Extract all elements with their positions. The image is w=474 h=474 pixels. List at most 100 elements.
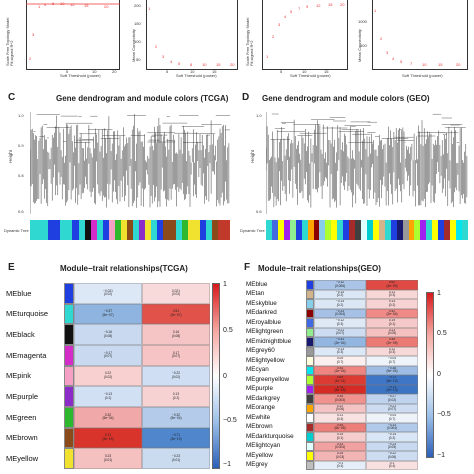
correlation-cell: 0.62 (4e−09): [366, 280, 418, 290]
y-tick: 200: [134, 3, 141, 8]
svg-text:4: 4: [284, 14, 287, 19]
correlation-cell: −0.13 (0.2): [74, 386, 142, 407]
scale-free-y-label: Scale Free Topology Model Fit,signed R^2: [5, 17, 14, 66]
module-label: MEgrey: [246, 461, 268, 469]
correlation-cell: −0.33 (0.004): [366, 422, 418, 432]
correlation-cell: −0.27 (0.02): [366, 394, 418, 404]
svg-text:2: 2: [155, 44, 158, 49]
module-color-swatch: [64, 324, 74, 345]
correlation-cell: −0.72 (5e−13): [366, 375, 418, 385]
module-label: MElightcyan: [246, 442, 281, 450]
svg-text:10: 10: [202, 62, 207, 67]
y-tick: 100: [134, 39, 141, 44]
gene-dendrogram-tcga: [30, 112, 230, 214]
svg-text:1: 1: [38, 4, 41, 9]
svg-text:15: 15: [84, 3, 89, 8]
correlation-cell: 0.13 (0.2): [142, 386, 210, 407]
module-color-swatch: [64, 345, 74, 366]
svg-text:9: 9: [306, 4, 309, 9]
svg-text:15: 15: [328, 2, 333, 7]
module-label: MEskyblue: [246, 299, 277, 307]
module-color-swatch: [64, 448, 74, 469]
scale-free-fit-points-geo: 123 457 9 12 15 20: [266, 2, 345, 59]
x-tick: 5: [280, 69, 283, 74]
svg-text:20: 20: [456, 62, 461, 67]
correlation-cell: 0.22 (0.06): [314, 403, 366, 413]
y-tick: 0.8: [18, 173, 24, 178]
correlation-cell: −0.12 (0.3): [314, 318, 366, 328]
module-label: MEbrown: [246, 423, 273, 431]
correlation-cell: 0.11 (0.4): [314, 413, 366, 423]
correlation-cell: 0.51 (2e−07): [142, 303, 210, 325]
x-tick: 10: [92, 69, 97, 74]
svg-text:2: 2: [272, 34, 275, 39]
module-label: MEcyan: [246, 366, 269, 374]
correlation-cell: −0.22 (0.06): [366, 451, 418, 461]
module-color-swatch: [306, 356, 314, 366]
panel-c-y-label: Height: [8, 150, 13, 164]
module-label: MEwhite: [246, 413, 271, 421]
svg-text:2: 2: [29, 56, 32, 61]
svg-text:15: 15: [216, 62, 221, 67]
panel-e-title: Module−trait relationships(TCGA): [60, 264, 188, 273]
module-label: MEgreenyellow: [246, 375, 290, 383]
module-color-swatch: [306, 337, 314, 347]
module-color-swatch: [306, 308, 314, 318]
colorbar-tick: 0: [223, 373, 227, 380]
x-axis-label: Soft Threshold (power): [402, 73, 443, 78]
module-color-swatch: [306, 318, 314, 328]
correlation-cell: 0.42 (2e−04): [366, 308, 418, 318]
svg-text:3: 3: [278, 22, 281, 27]
correlation-cell: 0.17 (0.07): [142, 345, 210, 366]
module-label: MEorange: [246, 404, 276, 412]
svg-text:10: 10: [60, 1, 65, 6]
y-tick: 0.9: [18, 143, 24, 148]
correlation-cell: 0.22 (0.02): [74, 365, 142, 387]
x-tick: 15: [324, 69, 329, 74]
colorbar-tick: −1: [223, 461, 231, 468]
module-label: MElightyellow: [246, 356, 285, 364]
module-label: MEmidnightblue: [246, 337, 292, 345]
correlation-cell: 0.19 (0.1): [366, 318, 418, 328]
correlation-cell: 0.05 (0.7): [314, 356, 366, 366]
correlation-cell: 0.45 (6e−05): [314, 422, 366, 432]
module-label: MEyellow: [246, 451, 273, 459]
svg-text:7: 7: [298, 6, 301, 11]
module-color-strip-tcga: [30, 220, 231, 240]
mean-connectivity-y-label: Mean Connectivity: [131, 29, 136, 62]
x-axis-label: Soft Threshold (power): [290, 73, 331, 78]
module-color-swatch: [64, 283, 74, 304]
correlation-cell: −0.73 (2e−13): [366, 384, 418, 394]
x-tick: 10: [190, 69, 195, 74]
panel-f-title: Module−trait relationships(GEO): [258, 264, 381, 273]
svg-text:5: 5: [44, 2, 47, 7]
module-color-swatch: [306, 394, 314, 404]
module-color-swatch: [306, 299, 314, 309]
svg-text:10: 10: [422, 62, 427, 67]
colorbar-geo: [426, 292, 434, 458]
module-color-swatch: [306, 441, 314, 451]
correlation-cell: −0.13 (0.3): [314, 346, 366, 356]
dynamic-tree-cut-label: Dynamic Tree Cut: [4, 228, 37, 233]
correlation-cell: 0.32 (5e−04): [74, 407, 142, 428]
correlation-cell: 0.48 (2e−05): [366, 337, 418, 347]
svg-text:1: 1: [374, 8, 377, 13]
panel-d-title: Gene dendrogram and module colors (GEO): [262, 94, 430, 103]
module-label: MEpink: [6, 371, 32, 381]
correlation-cell: 0.19 (0.1): [314, 432, 366, 442]
module-label: MEblack: [6, 329, 35, 339]
module-color-swatch: [306, 327, 314, 337]
module-label: MEbrown: [6, 433, 38, 443]
module-label: MElightgreen: [246, 328, 284, 336]
module-color-swatch: [306, 280, 314, 290]
correlation-cell: 0.23 (0.05): [366, 327, 418, 337]
correlation-cell: −0.16 (0.08): [74, 324, 142, 345]
module-label: MEblue: [246, 280, 268, 288]
module-label: MEyellow: [6, 453, 39, 463]
correlation-cell: −0.22 (0.02): [142, 365, 210, 387]
svg-text:5: 5: [290, 9, 293, 14]
panel-d-y-label: Height: [250, 150, 255, 164]
module-color-swatch: [306, 432, 314, 442]
